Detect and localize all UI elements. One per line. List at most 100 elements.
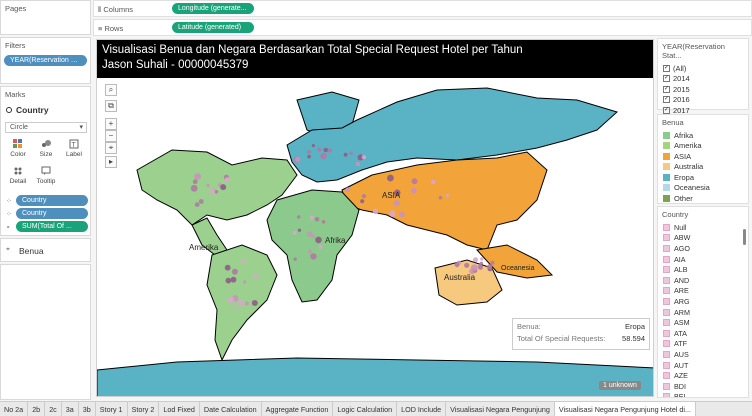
benua-legend-item[interactable]: Afrika — [658, 130, 748, 141]
country-mark[interactable] — [479, 261, 484, 265]
unknown-indicator[interactable]: 1 unknown — [599, 381, 641, 390]
country-mark[interactable] — [387, 174, 394, 182]
search-tool-button[interactable]: ⌕ — [105, 84, 117, 96]
country-mark[interactable] — [470, 264, 478, 271]
year-option[interactable]: ✓ 2017 — [658, 105, 748, 116]
country-mark[interactable] — [307, 150, 312, 155]
country-mark[interactable] — [431, 179, 436, 185]
continent-africa[interactable] — [266, 189, 360, 303]
benua-legend-item[interactable]: Oceanesia — [658, 183, 748, 194]
map-view[interactable]: ASIA Amerika Afrika Australia Oceanesia … — [96, 39, 654, 397]
country-legend-item[interactable]: AZE — [658, 370, 748, 381]
world-map[interactable]: ASIA Amerika Afrika Australia Oceanesia — [97, 40, 654, 397]
filter-pill-year[interactable]: YEAR(Reservation St.. — [4, 55, 87, 66]
checkbox-checked-icon[interactable]: ✓ — [663, 106, 670, 114]
continent-europe[interactable] — [286, 87, 618, 183]
country-mark[interactable] — [311, 144, 315, 148]
marks-layer-benua[interactable]: ⌖ Benua — [0, 238, 91, 262]
columns-shelf[interactable]: ⦀ Columns Longitude (generate... — [93, 0, 752, 17]
country-mark[interactable] — [295, 156, 301, 163]
year-option[interactable]: ✓ 2015 — [658, 84, 748, 95]
sheet-tab[interactable]: LOD Include — [397, 402, 447, 416]
country-mark[interactable] — [438, 196, 443, 200]
country-mark[interactable] — [480, 257, 484, 261]
sheet-tab[interactable]: Lod Fixed — [159, 402, 200, 416]
country-mark[interactable] — [345, 187, 351, 193]
country-mark[interactable] — [393, 200, 400, 207]
country-mark[interactable] — [225, 277, 232, 284]
country-mark[interactable] — [321, 220, 326, 224]
country-marks[interactable] — [190, 144, 495, 310]
country-mark[interactable] — [478, 264, 483, 270]
country-mark[interactable] — [361, 155, 367, 160]
country-mark[interactable] — [233, 306, 237, 310]
country-legend-item[interactable]: AUS — [658, 349, 748, 360]
benua-legend-item[interactable]: ASIA — [658, 151, 748, 162]
country-mark[interactable] — [361, 194, 367, 199]
country-mark[interactable] — [464, 262, 470, 268]
country-mark[interactable] — [238, 300, 244, 307]
country-mark[interactable] — [318, 245, 323, 249]
detail-button[interactable]: Detail — [7, 166, 29, 185]
country-mark[interactable] — [307, 249, 313, 255]
country-mark[interactable] — [297, 215, 301, 219]
country-mark[interactable] — [241, 259, 246, 264]
country-legend-item[interactable]: ASM — [658, 317, 748, 328]
label-button[interactable]: T Label — [63, 139, 85, 158]
sheet-tab[interactable]: Logic Calculation — [333, 402, 398, 416]
country-mark[interactable] — [311, 234, 315, 238]
country-mark[interactable] — [410, 187, 417, 194]
sheet-tab[interactable]: Visualisasi Negara Pengunjung — [446, 402, 555, 416]
country-mark[interactable] — [393, 189, 401, 197]
country-mark[interactable] — [355, 161, 361, 167]
year-option[interactable]: ✓ 2014 — [658, 74, 748, 85]
country-mark[interactable] — [320, 152, 327, 160]
benua-legend-item[interactable]: Eropa — [658, 172, 748, 183]
marks-layer-country[interactable]: Country — [6, 105, 49, 115]
country-mark[interactable] — [307, 231, 313, 237]
sheet-tab[interactable]: Date Calculation — [200, 402, 262, 416]
scrollbar[interactable] — [743, 229, 746, 245]
country-legend-item[interactable]: ARM — [658, 307, 748, 318]
country-legend-item[interactable]: ARE — [658, 286, 748, 297]
country-mark[interactable] — [360, 199, 365, 204]
country-mark[interactable] — [307, 154, 311, 159]
continent-southeast-asia[interactable] — [476, 244, 554, 279]
country-mark[interactable] — [190, 184, 198, 192]
country-mark[interactable] — [293, 257, 297, 261]
country-legend-item[interactable]: ABW — [658, 233, 748, 244]
mark-pill-country-detail[interactable]: Country — [16, 208, 88, 219]
mark-pill-sum[interactable]: SUM(Total Of ... — [16, 221, 88, 232]
country-mark[interactable] — [323, 147, 329, 153]
sheet-tab[interactable]: 2b — [28, 402, 46, 416]
country-mark[interactable] — [487, 264, 493, 270]
benua-legend-item[interactable]: Australia — [658, 162, 748, 173]
size-button[interactable]: Size — [35, 139, 57, 158]
country-mark[interactable] — [209, 188, 215, 195]
benua-legend-item[interactable]: Other — [658, 193, 748, 204]
expand-tool-button[interactable]: ▸ — [105, 156, 117, 168]
layers-tool-button[interactable]: ⧉ — [105, 100, 117, 112]
filters-card[interactable]: Filters YEAR(Reservation St.. — [0, 37, 91, 84]
country-mark[interactable] — [317, 147, 322, 152]
country-legend-item[interactable]: BDI — [658, 381, 748, 392]
country-mark[interactable] — [192, 179, 198, 185]
country-legend-item[interactable]: ALB — [658, 264, 748, 275]
country-mark[interactable] — [473, 257, 478, 263]
sheet-tab[interactable]: 3a — [62, 402, 79, 416]
benua-legend-item[interactable]: Amerika — [658, 141, 748, 152]
sheet-tab[interactable]: No 2a — [0, 402, 29, 416]
pages-card[interactable]: Pages — [0, 0, 91, 35]
country-mark[interactable] — [445, 194, 450, 198]
checkbox-checked-icon[interactable]: ✓ — [663, 85, 670, 93]
country-legend-item[interactable]: AIA — [658, 254, 748, 265]
country-mark[interactable] — [327, 148, 333, 153]
country-mark[interactable] — [194, 173, 201, 180]
columns-pill[interactable]: Longitude (generate... — [172, 3, 254, 14]
country-mark[interactable] — [227, 296, 235, 304]
sheet-tab[interactable]: Visualisasi Negara Pengunjung Hotel di..… — [554, 402, 696, 416]
zoom-in-button[interactable]: + — [105, 118, 117, 130]
country-mark[interactable] — [399, 211, 405, 218]
country-mark[interactable] — [206, 183, 210, 188]
country-mark[interactable] — [490, 260, 495, 265]
